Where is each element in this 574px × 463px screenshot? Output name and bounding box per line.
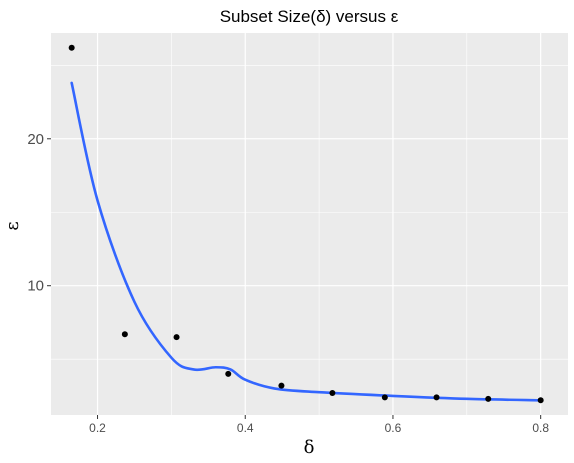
smooth-line-layer <box>70 81 542 402</box>
smooth-fit-line <box>70 81 542 402</box>
data-point <box>433 394 440 401</box>
data-point <box>121 331 128 338</box>
x-tick-label: 0.2 <box>89 421 106 435</box>
data-point <box>278 382 285 389</box>
x-axis: 0.2 0.4 0.6 0.8 <box>89 415 549 435</box>
x-axis-label: δ <box>304 437 315 458</box>
major-gridlines <box>51 33 568 415</box>
data-point <box>225 370 232 377</box>
data-point <box>381 394 388 401</box>
plot-panel <box>51 33 568 415</box>
y-tick-label: 20 <box>27 131 44 148</box>
scatter-points-layer <box>68 44 544 404</box>
x-tick-label: 0.4 <box>237 421 254 435</box>
y-axis-label: ε <box>2 221 23 230</box>
data-point <box>537 397 544 404</box>
data-point <box>68 44 75 51</box>
x-tick-label: 0.8 <box>532 421 549 435</box>
chart-title: Subset Size(δ) versus ε <box>220 7 399 26</box>
data-point <box>173 334 180 341</box>
y-axis: 10 20 <box>27 131 51 295</box>
x-tick-label: 0.6 <box>385 421 402 435</box>
data-point <box>329 389 336 396</box>
y-tick-label: 10 <box>27 278 44 295</box>
data-point <box>485 395 492 402</box>
minor-gridlines <box>51 33 568 415</box>
